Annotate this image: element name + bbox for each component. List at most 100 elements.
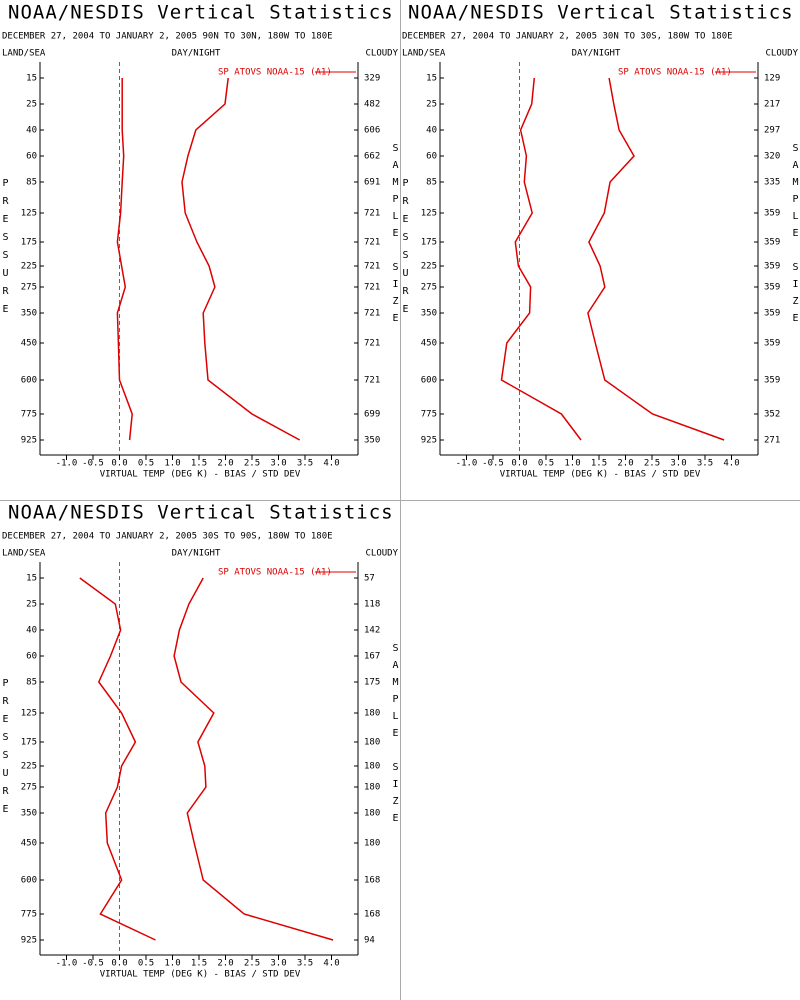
sample-size-label: 721	[364, 283, 380, 293]
x-tick-label: -0.5	[482, 459, 504, 469]
sample-size-label: 352	[764, 410, 780, 420]
sample-size-label: 57	[364, 574, 375, 584]
x-tick-label: 2.5	[644, 459, 660, 469]
y-axis-label: PRESSURE	[400, 178, 411, 322]
y-tick-label: 925	[21, 936, 37, 946]
sample-size-label: 180	[364, 809, 380, 819]
sample-size-label: 180	[364, 738, 380, 748]
x-tick-label: 2.0	[617, 459, 633, 469]
x-tick-label: 0.0	[111, 459, 127, 469]
y-tick-label: 225	[21, 762, 37, 772]
subtitle: DECEMBER 27, 2004 TO JANUARY 2, 2005 30S…	[2, 532, 333, 542]
legend-label: SP ATOVS NOAA-15 (A1)	[218, 568, 332, 578]
y-tick-label: 125	[21, 209, 37, 219]
sample-size-label: 180	[364, 709, 380, 719]
y-tick-label: 275	[21, 783, 37, 793]
series-line	[173, 577, 334, 941]
y-tick-label: 350	[21, 809, 37, 819]
top-center-label: DAY/NIGHT	[172, 549, 221, 559]
x-tick-label: -1.0	[56, 459, 78, 469]
x-tick-label: 0.5	[538, 459, 554, 469]
y-tick-label: 15	[26, 574, 37, 584]
y2-axis-label: SAMPLE SIZE	[390, 643, 401, 830]
sample-size-label: 297	[764, 126, 780, 136]
x-tick-label: 1.0	[164, 459, 180, 469]
y-tick-label: 85	[26, 178, 37, 188]
y-tick-label: 225	[21, 262, 37, 272]
sample-size-label: 180	[364, 762, 380, 772]
x-tick-label: 1.5	[591, 459, 607, 469]
x-tick-label: 1.0	[164, 959, 180, 969]
y-tick-label: 85	[26, 678, 37, 688]
sample-size-label: 721	[364, 262, 380, 272]
y-tick-label: 60	[426, 152, 437, 162]
y-tick-label: 450	[21, 339, 37, 349]
x-tick-label: -1.0	[56, 959, 78, 969]
y-tick-label: 125	[21, 709, 37, 719]
x-tick-label: 1.5	[191, 959, 207, 969]
x-tick-label: 3.5	[297, 459, 313, 469]
y-tick-label: 925	[21, 436, 37, 446]
x-tick-label: -1.0	[456, 459, 478, 469]
y-tick-label: 15	[26, 74, 37, 84]
x-axis-label: VIRTUAL TEMP (DEG K) - BIAS / STD DEV	[500, 470, 701, 480]
title: NOAA/NESDIS Vertical Statistics	[408, 2, 794, 24]
sample-size-label: 482	[364, 100, 380, 110]
top-left-label: LAND/SEA	[402, 49, 446, 59]
x-tick-label: 4.0	[323, 459, 339, 469]
x-tick-label: 3.5	[297, 959, 313, 969]
sample-size-label: 691	[364, 178, 380, 188]
y-tick-label: 775	[21, 410, 37, 420]
legend-label: SP ATOVS NOAA-15 (A1)	[218, 68, 332, 78]
sample-size-label: 359	[764, 209, 780, 219]
sample-size-label: 167	[364, 652, 380, 662]
x-tick-label: 1.5	[191, 459, 207, 469]
y-tick-label: 225	[421, 262, 437, 272]
sample-size-label: 180	[364, 783, 380, 793]
title: NOAA/NESDIS Vertical Statistics	[8, 502, 394, 524]
sample-size-label: 359	[764, 309, 780, 319]
series-line	[587, 77, 725, 441]
y-tick-label: 40	[426, 126, 437, 136]
y-tick-label: 600	[21, 876, 37, 886]
y-tick-label: 85	[426, 178, 437, 188]
y-tick-label: 25	[26, 600, 37, 610]
y-tick-label: 775	[421, 410, 437, 420]
x-axis-label: VIRTUAL TEMP (DEG K) - BIAS / STD DEV	[100, 970, 301, 980]
sample-size-label: 721	[364, 339, 380, 349]
x-axis-label: VIRTUAL TEMP (DEG K) - BIAS / STD DEV	[100, 470, 301, 480]
y-tick-label: 450	[421, 339, 437, 349]
sample-size-label: 142	[364, 626, 380, 636]
subtitle: DECEMBER 27, 2004 TO JANUARY 2, 2005 30N…	[402, 32, 733, 42]
sample-size-label: 359	[764, 376, 780, 386]
y-tick-label: 125	[421, 209, 437, 219]
top-right-label: CLOUDY	[765, 49, 798, 59]
sample-size-label: 175	[364, 678, 380, 688]
y-tick-label: 275	[21, 283, 37, 293]
y-tick-label: 175	[421, 238, 437, 248]
sample-size-label: 662	[364, 152, 380, 162]
y-axis-label: PRESSURE	[0, 178, 11, 322]
x-tick-label: 2.5	[244, 959, 260, 969]
x-tick-label: 2.0	[217, 459, 233, 469]
y-tick-label: 25	[26, 100, 37, 110]
x-tick-label: 4.0	[723, 459, 739, 469]
sample-size-label: 94	[364, 936, 375, 946]
sample-size-label: 271	[764, 436, 780, 446]
y2-axis-label: SAMPLE SIZE	[390, 143, 401, 330]
y-axis-label: PRESSURE	[0, 678, 11, 822]
y-tick-label: 60	[26, 652, 37, 662]
x-tick-label: 3.5	[697, 459, 713, 469]
y-tick-label: 450	[21, 839, 37, 849]
top-left-label: LAND/SEA	[2, 49, 46, 59]
y-tick-label: 350	[421, 309, 437, 319]
legend-label: SP ATOVS NOAA-15 (A1)	[618, 68, 732, 78]
sample-size-label: 359	[764, 283, 780, 293]
sample-size-label: 350	[364, 436, 380, 446]
sample-size-label: 118	[364, 600, 380, 610]
sample-size-label: 721	[364, 209, 380, 219]
x-tick-label: 2.5	[244, 459, 260, 469]
y-tick-label: 40	[26, 126, 37, 136]
sample-size-label: 168	[364, 876, 380, 886]
